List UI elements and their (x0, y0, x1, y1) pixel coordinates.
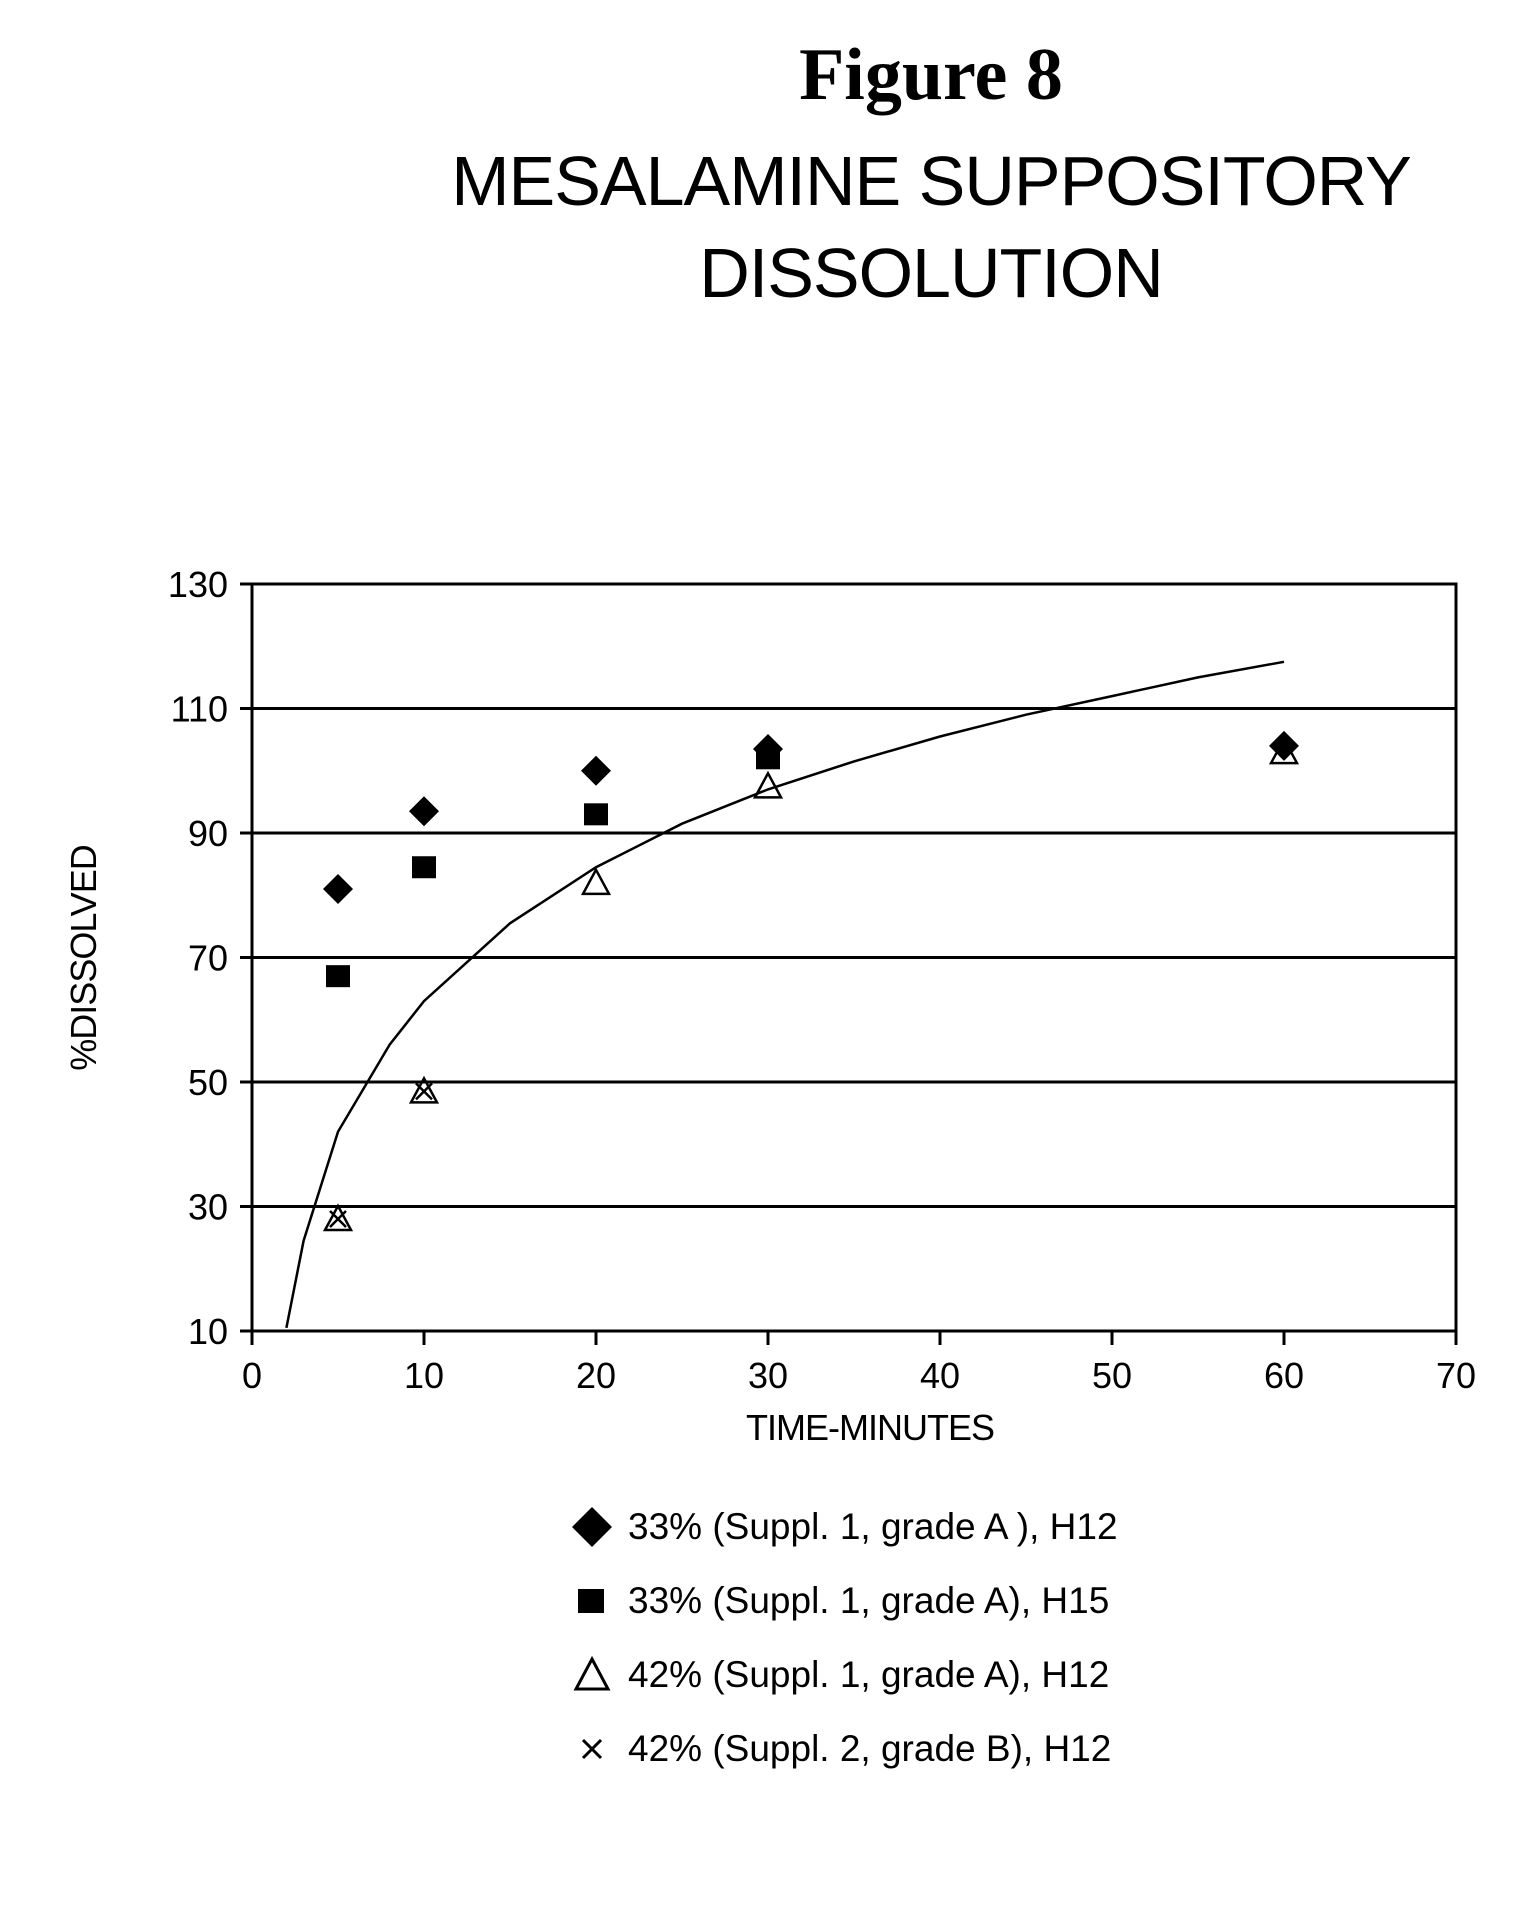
grid-lines (252, 707, 1456, 1208)
y-tick-label: 10 (188, 1311, 228, 1352)
square-point (584, 803, 608, 826)
legend-item: 33% (Suppl. 1, grade A ), H12 (566, 1490, 1326, 1564)
x-point (415, 1082, 433, 1101)
x-stroke (329, 1210, 347, 1228)
x-tick-label: 60 (1264, 1355, 1304, 1396)
diamond-point (581, 755, 611, 786)
dissolution-chart: 10 30 50 70 90 110 130 0 10 20 30 40 50 60 70 TIME-MIN… (63, 564, 1476, 1448)
x-tick-label: 0 (242, 1355, 262, 1396)
trendline-layer (285, 660, 1285, 1329)
y-tick-label: 90 (188, 813, 228, 854)
figure-label: Figure 8 (799, 34, 1063, 116)
triangle-point (322, 1203, 354, 1232)
square-point (326, 965, 350, 988)
x-tick-label: 70 (1436, 1355, 1476, 1396)
chart-title-line-2: DISSOLUTION (699, 234, 1164, 312)
diamond-marker-icon (572, 1507, 612, 1547)
legend-label: 42% (Suppl. 2, grade B), H12 (628, 1728, 1112, 1769)
x-tick-label: 30 (748, 1355, 788, 1396)
axes: 10 30 50 70 90 110 130 0 10 20 30 40 50 60 70 (168, 564, 1476, 1396)
legend-item: 42% (Suppl. 1, grade A), H12 (566, 1638, 1326, 1712)
y-tick-label: 130 (168, 564, 228, 605)
legend: 33% (Suppl. 1, grade A ), H12 33% (Suppl… (566, 1490, 1326, 1786)
chart-title: MESALAMINE SUPPOSITORY DISSOLUTION (0, 135, 1520, 319)
x-stroke (415, 1082, 433, 1101)
trendline (285, 660, 1285, 1329)
legend-item: 42% (Suppl. 2, grade B), H12 (566, 1712, 1326, 1786)
legend-item: 33% (Suppl. 1, grade A), H15 (566, 1564, 1326, 1638)
data-points (322, 730, 1300, 1232)
x-axis-label: TIME-MINUTES (746, 1407, 994, 1448)
legend-label: 33% (Suppl. 1, grade A ), H12 (628, 1506, 1118, 1547)
x-tick-label: 40 (920, 1355, 960, 1396)
square-point (412, 856, 436, 879)
x-tick-label: 10 (404, 1355, 444, 1396)
y-tick-label: 70 (188, 938, 228, 979)
x-point (329, 1210, 347, 1228)
triangle-point (408, 1075, 440, 1104)
y-tick-label: 50 (188, 1062, 228, 1103)
diamond-point (409, 796, 439, 827)
square-point (756, 747, 780, 770)
legend-label: 33% (Suppl. 1, grade A), H15 (628, 1580, 1110, 1621)
x-tick-label: 50 (1092, 1355, 1132, 1396)
chart-title-line-1: MESALAMINE SUPPOSITORY (451, 142, 1412, 220)
triangle-point (1268, 736, 1300, 765)
y-tick-label: 110 (171, 689, 228, 730)
x-marker-icon (581, 1738, 603, 1760)
triangle-marker-icon (573, 1655, 611, 1691)
triangle-point (752, 770, 784, 799)
diamond-point (323, 874, 353, 905)
y-axis-label: %DISSOLVED (63, 845, 104, 1070)
x-tick-label: 20 (576, 1355, 616, 1396)
y-tick-label: 30 (188, 1187, 228, 1228)
square-marker-icon (578, 1589, 604, 1613)
legend-label: 42% (Suppl. 1, grade A), H12 (628, 1654, 1110, 1695)
triangle-point (580, 867, 612, 896)
